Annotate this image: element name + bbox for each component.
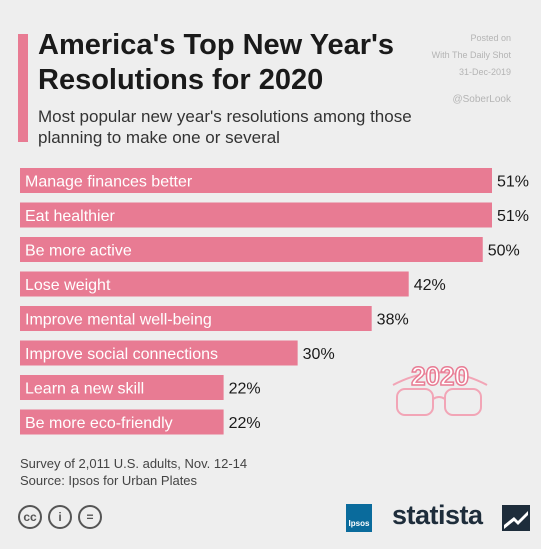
nd-icon[interactable]: = — [78, 505, 102, 529]
bar-label-7: Be more eco-friendly — [25, 415, 173, 432]
statista-logo[interactable]: statista — [392, 500, 483, 530]
decoration-2020-text: 2020 — [411, 361, 469, 391]
ipsos-logo[interactable]: Ipsos — [346, 504, 372, 532]
bar-0 — [20, 168, 492, 193]
bar-label-5: Improve social connections — [25, 346, 218, 363]
license-icons: cc i = — [18, 505, 102, 529]
survey-note: Survey of 2,011 U.S. adults, Nov. 12-14 — [20, 456, 248, 471]
bar-1 — [20, 202, 492, 228]
cc-icon[interactable]: cc — [18, 505, 42, 529]
bar-label-6: Learn a new skill — [25, 381, 144, 398]
bar-value-4: 38% — [377, 312, 409, 329]
bar-label-1: Eat healthier — [25, 208, 116, 225]
bar-value-6: 22% — [229, 381, 261, 398]
bar-label-3: Lose weight — [25, 277, 111, 294]
footer-notes: Survey of 2,011 U.S. adults, Nov. 12-14 … — [20, 455, 247, 489]
bar-label-2: Be more active — [25, 243, 132, 260]
bar-3 — [20, 271, 409, 297]
chart-title: America's Top New Year's Resolutions for… — [38, 29, 395, 96]
watermark-posted: Posted on — [470, 33, 511, 43]
bar-value-1: 51% — [497, 208, 529, 225]
bar-chart: Manage finances better 51% Eat healthier 51… — [20, 168, 529, 435]
bar-4 — [20, 306, 372, 331]
bar-label-4: Improve mental well-being — [25, 312, 212, 329]
watermark-source: With The Daily Shot — [431, 50, 511, 60]
statista-mark-icon — [502, 505, 530, 531]
chart-subtitle: Most popular new year's resolutions amon… — [38, 107, 412, 147]
bar-value-7: 22% — [229, 415, 261, 432]
bar-5 — [20, 340, 298, 366]
bar-value-0: 51% — [497, 174, 529, 191]
glasses-2020-icon: 2020 — [392, 360, 488, 416]
by-icon[interactable]: i — [48, 505, 72, 529]
bar-value-2: 50% — [488, 243, 520, 260]
bar-7 — [20, 409, 224, 435]
watermark: Posted on With The Daily Shot 31-Dec-201… — [432, 30, 511, 108]
bar-6 — [20, 375, 224, 400]
source-note: Source: Ipsos for Urban Plates — [20, 473, 198, 488]
bar-value-5: 30% — [303, 346, 335, 363]
title-accent-bar — [18, 34, 28, 142]
bar-label-0: Manage finances better — [25, 174, 193, 191]
watermark-date: 31-Dec-2019 — [458, 67, 511, 77]
watermark-handle: @SoberLook — [452, 94, 511, 105]
bar-2 — [20, 237, 483, 262]
bar-value-3: 42% — [414, 277, 446, 294]
